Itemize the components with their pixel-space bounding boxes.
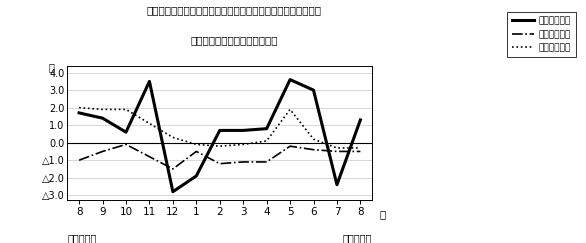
Legend: 現金給与総額, 総實労偈時間, 常用雇用指数: 現金給与総額, 総實労偈時間, 常用雇用指数	[507, 12, 575, 57]
Text: 平成１８年: 平成１８年	[67, 233, 97, 243]
Text: 月: 月	[379, 209, 386, 219]
Text: ％: ％	[48, 62, 54, 72]
Text: 第４図　　賎金、労偈時間、常用雇用指数対前年同月比の推移: 第４図 賎金、労偈時間、常用雇用指数対前年同月比の推移	[147, 5, 322, 15]
Text: 平成１９年: 平成１９年	[343, 233, 372, 243]
Text: （規横５人以上　調査産業計）: （規横５人以上 調査産業計）	[190, 35, 278, 45]
